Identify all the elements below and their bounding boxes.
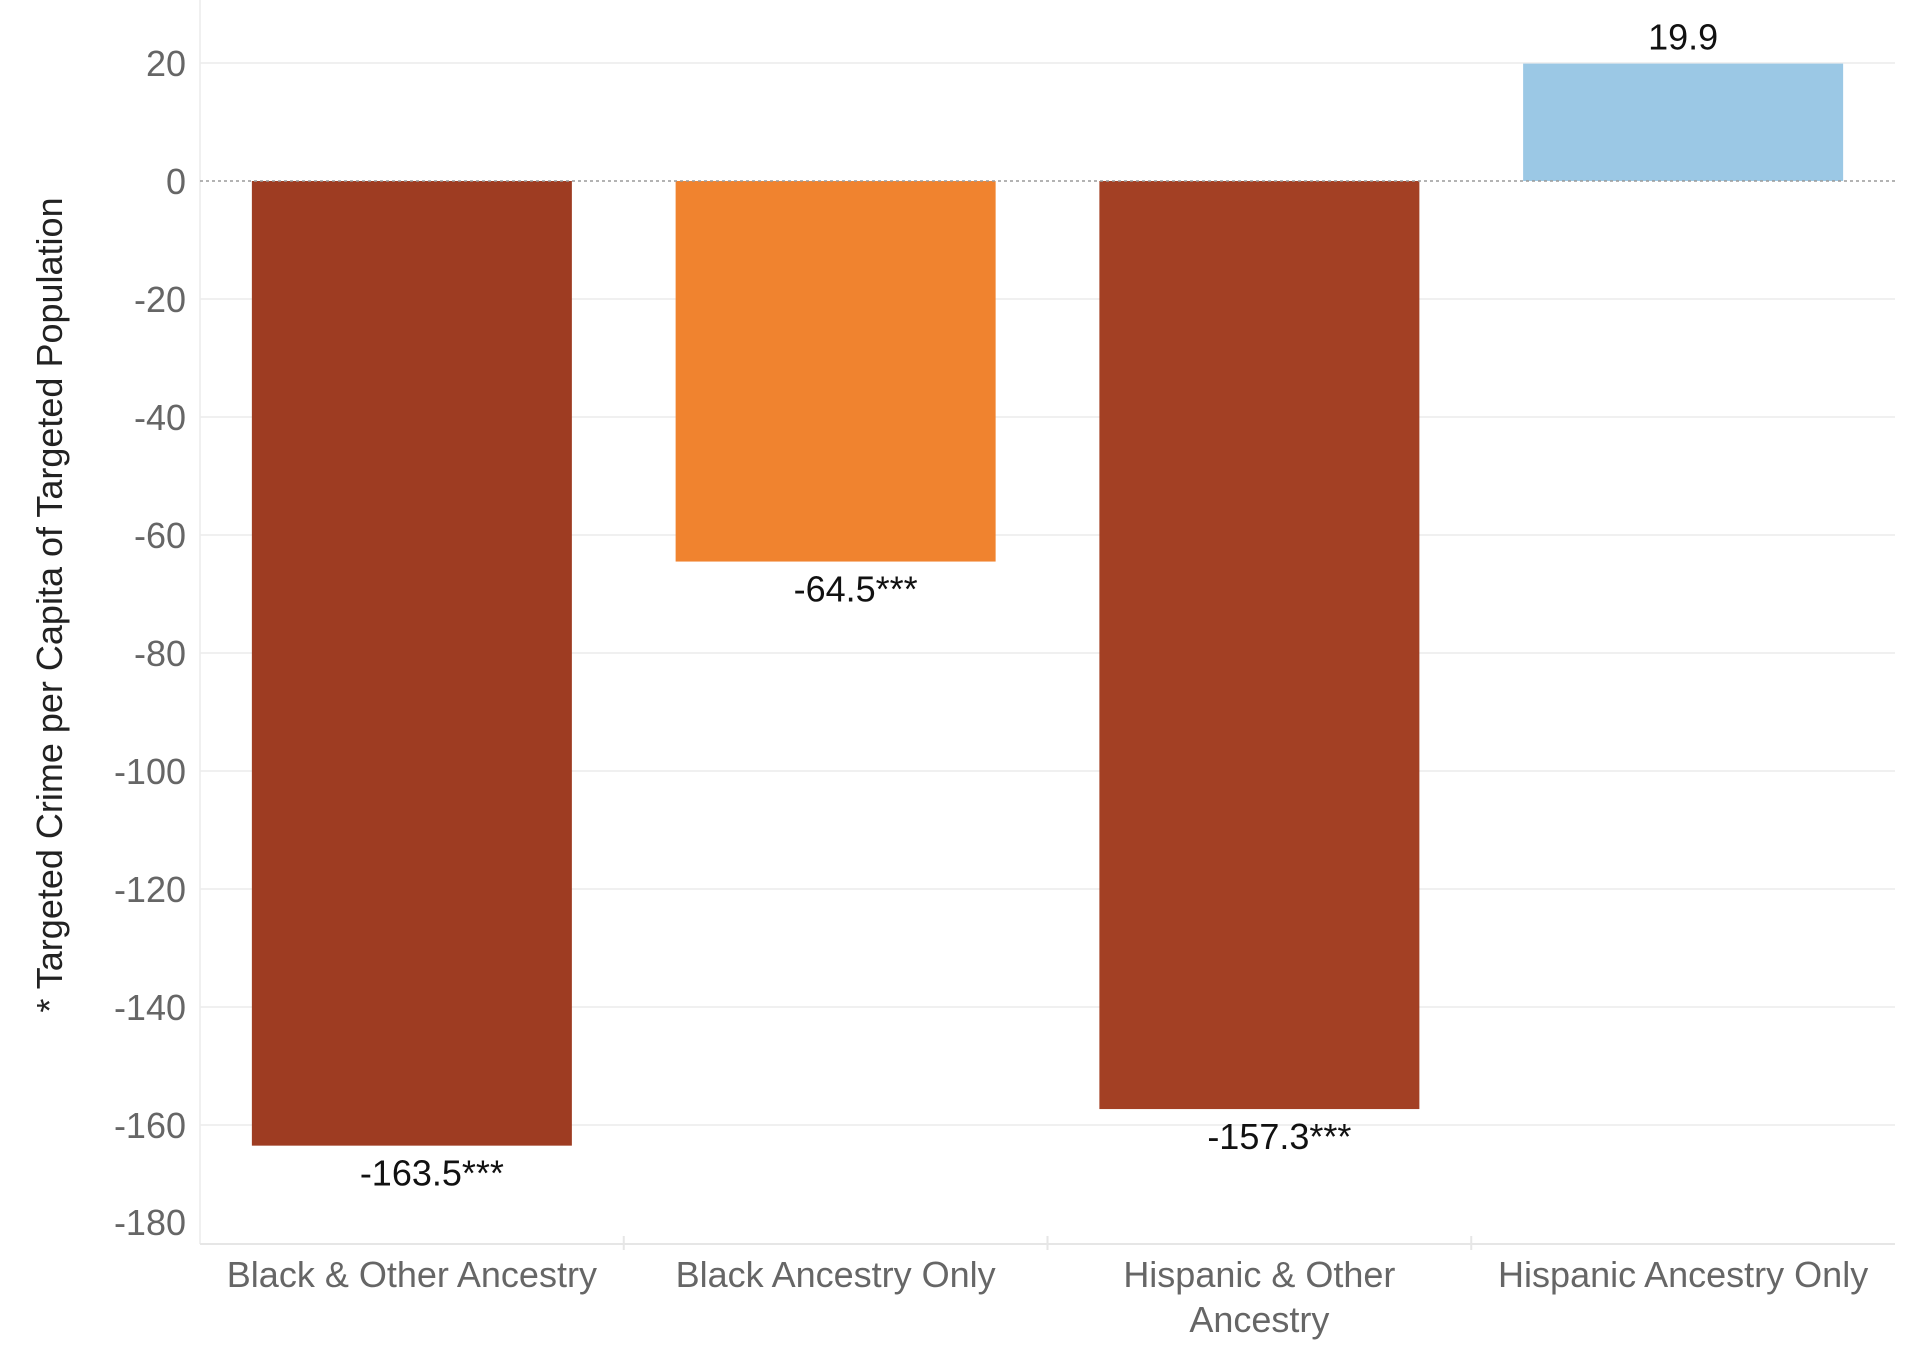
bar (675, 181, 996, 562)
category-label: Hispanic Ancestry Only (1498, 1254, 1868, 1295)
category-label: Ancestry (1189, 1299, 1329, 1340)
y-tick-label: -160 (114, 1105, 186, 1146)
y-axis-label: * Targeted Crime per Capita of Targeted … (29, 197, 70, 1012)
y-tick-label: -20 (134, 279, 186, 320)
y-tick-label: 0 (166, 161, 186, 202)
data-label: -163.5*** (360, 1153, 504, 1194)
bar (1099, 181, 1420, 1110)
y-tick-label: -100 (114, 751, 186, 792)
data-label: -157.3*** (1207, 1116, 1351, 1157)
y-tick-label: -60 (134, 515, 186, 556)
data-labels: -163.5*** -64.5*** -157.3*** 19.9 (360, 17, 1718, 1194)
y-axis-ticks: 20 0 -20 -40 -60 -80 -100 -120 -140 -160 -180 (114, 43, 186, 1243)
y-tick-label: -80 (134, 633, 186, 674)
y-tick-label: -140 (114, 987, 186, 1028)
y-tick-label: -40 (134, 397, 186, 438)
bar (1523, 63, 1844, 182)
data-label: 19.9 (1648, 17, 1718, 58)
y-tick-label: -180 (114, 1202, 186, 1243)
y-tick-label: -120 (114, 869, 186, 910)
category-label: Black & Other Ancestry (227, 1254, 597, 1295)
category-label: Black Ancestry Only (676, 1254, 996, 1295)
x-axis-categories: Black & Other Ancestry Black Ancestry Onl… (227, 1254, 1868, 1340)
y-tick-label: 20 (146, 43, 186, 84)
data-label: -64.5*** (794, 569, 918, 610)
category-label: Hispanic & Other (1123, 1254, 1395, 1295)
bars (251, 63, 1844, 1146)
bar (251, 181, 572, 1146)
